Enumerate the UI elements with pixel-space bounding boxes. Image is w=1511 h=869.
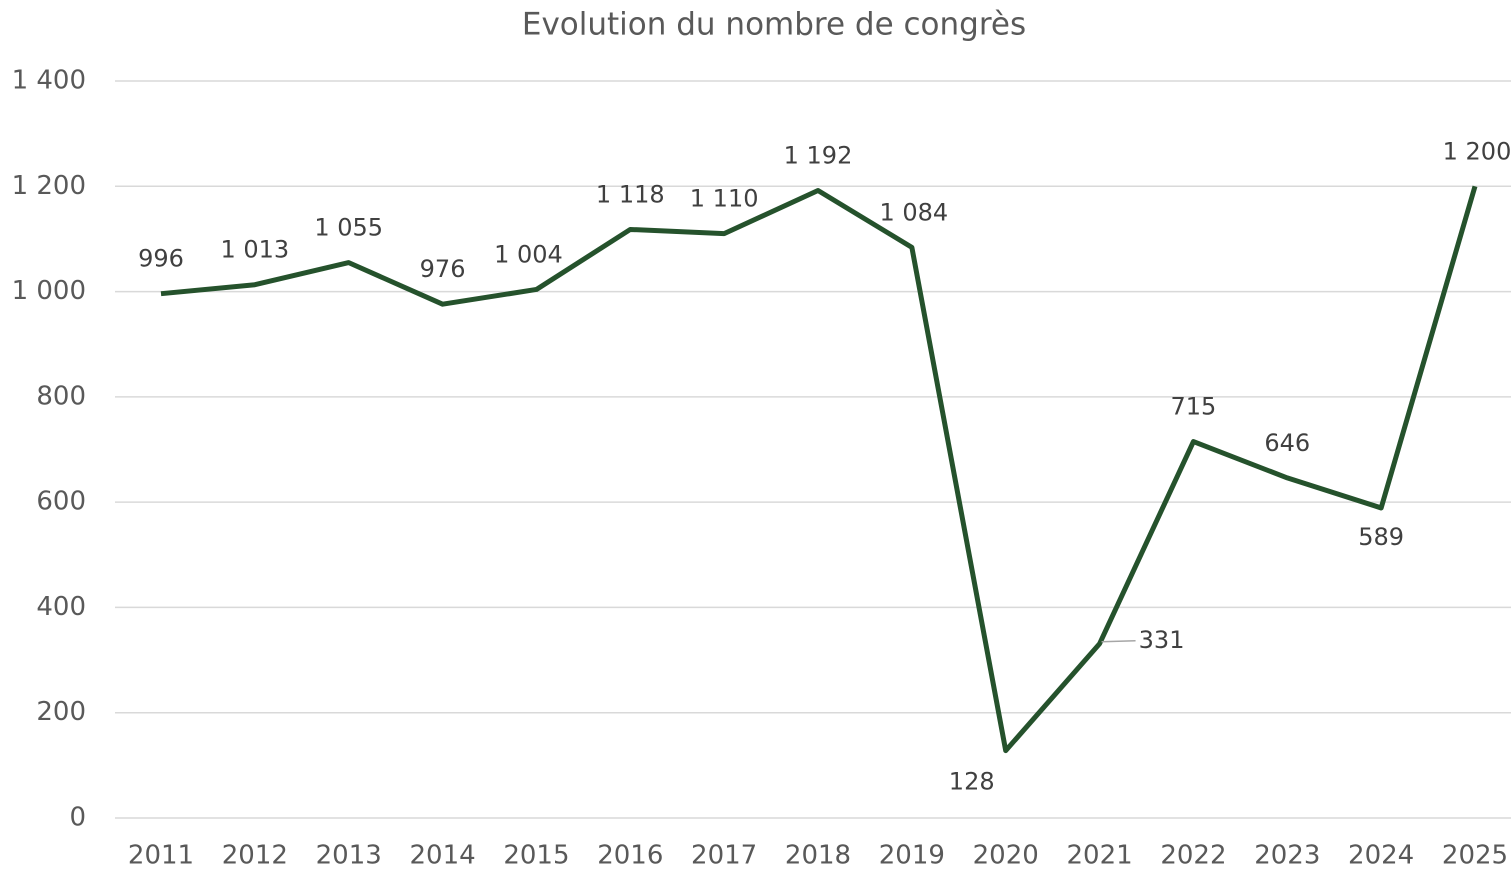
- leader-line: [1101, 640, 1136, 643]
- x-tick-label: 2014: [409, 841, 475, 869]
- data-label: 589: [1358, 523, 1404, 551]
- x-tick-label: 2020: [973, 841, 1039, 869]
- x-tick-label: 2015: [503, 841, 569, 869]
- x-tick-label: 2011: [128, 841, 194, 869]
- x-tick-label: 2019: [879, 841, 945, 869]
- x-tick-label: 2017: [691, 841, 757, 869]
- y-tick-label: 1 400: [12, 66, 86, 96]
- data-label: 715: [1171, 393, 1217, 421]
- y-tick-label: 800: [36, 381, 86, 411]
- x-tick-label: 2025: [1442, 841, 1508, 869]
- y-tick-label: 600: [36, 487, 86, 517]
- data-label: 1 084: [879, 198, 948, 226]
- data-label: 976: [420, 255, 466, 283]
- data-label: 331: [1139, 626, 1185, 654]
- y-tick-label: 1 200: [12, 171, 86, 201]
- line: [160, 185, 1478, 754]
- data-label: 1 192: [784, 141, 853, 169]
- x-tick-label: 2021: [1066, 841, 1132, 869]
- data-label: 1 200: [1443, 137, 1511, 165]
- y-tick-label: 400: [36, 592, 86, 622]
- data-label: 1 013: [220, 236, 289, 264]
- chart-title: Evolution du nombre de congrès: [522, 7, 1026, 43]
- data-label: 996: [138, 245, 184, 273]
- x-tick-label: 2024: [1348, 841, 1414, 869]
- x-tick-label: 2013: [316, 841, 382, 869]
- x-tick-label: 2016: [597, 841, 663, 869]
- data-label: 1 004: [494, 240, 563, 268]
- x-tick-label: 2023: [1254, 841, 1320, 869]
- x-tick-label: 2012: [222, 841, 288, 869]
- data-label: 128: [949, 768, 995, 796]
- data-label: 1 055: [314, 214, 383, 242]
- x-tick-label: 2022: [1160, 841, 1226, 869]
- y-tick-label: 200: [36, 697, 86, 727]
- x-tick-label: 2018: [785, 841, 851, 869]
- data-label: 1 110: [690, 185, 759, 213]
- y-tick-label: 1 000: [12, 276, 86, 306]
- y-tick-label: 0: [69, 803, 86, 833]
- data-label: 646: [1264, 429, 1310, 457]
- data-label: 1 118: [596, 180, 665, 208]
